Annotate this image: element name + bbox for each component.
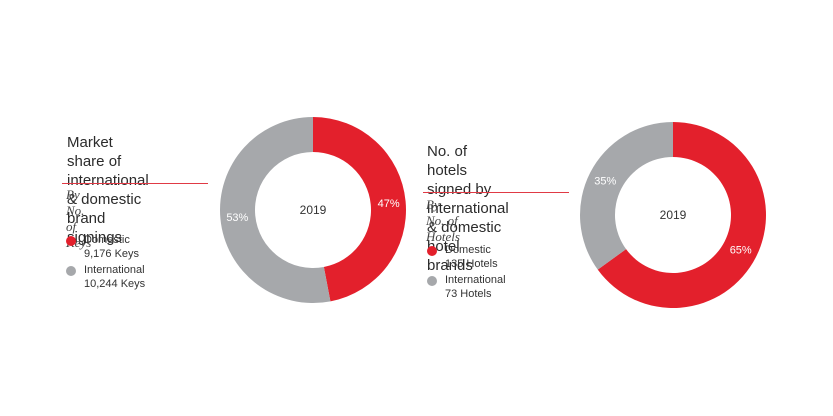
slice-percent-label-domestic: 65% xyxy=(730,245,752,257)
legend-label-domestic: Domestic xyxy=(445,244,491,256)
hotels-title-rule xyxy=(423,192,569,193)
legend-swatch-domestic xyxy=(427,246,437,256)
legend-detail-international-keys: 10,244 Keys xyxy=(84,278,146,290)
hotels-chart-title: No. of hotels signed by international & … xyxy=(427,143,509,274)
keys-title-rule xyxy=(62,183,208,184)
legend-detail-international-hotels: 73 Hotels xyxy=(445,288,492,300)
slice-percent-label-international: 35% xyxy=(594,175,616,187)
legend-label-domestic: Domestic xyxy=(84,234,130,246)
slice-international xyxy=(219,117,331,303)
slice-percent-label-domestic: 47% xyxy=(378,198,400,210)
slice-domestic xyxy=(313,117,406,302)
slice-domestic xyxy=(597,122,766,308)
donut-center-year-label: 2019 xyxy=(300,203,327,217)
hotels-chart-subtitle: By No. of Hotels xyxy=(426,197,460,244)
legend-detail-domestic-keys: 9,176 Keys xyxy=(84,248,140,260)
keys-chart-title: Market share of international & domestic… xyxy=(67,134,149,246)
legend-label-international: International xyxy=(84,264,145,276)
slice-international xyxy=(580,122,673,270)
slice-percent-label-international: 53% xyxy=(226,212,248,224)
legend-swatch-international xyxy=(66,266,76,276)
legend-swatch-domestic xyxy=(66,236,76,246)
donut-center-year-label: 2019 xyxy=(660,208,687,222)
legend-label-international: International xyxy=(445,274,506,286)
keys-donut-chart: 47% 53% 2019 xyxy=(219,117,406,303)
legend-swatch-international xyxy=(427,276,437,286)
legend-detail-domestic-hotels: 135 Hotels xyxy=(445,258,498,270)
hotels-donut-chart: 65% 35% 2019 xyxy=(580,122,766,308)
